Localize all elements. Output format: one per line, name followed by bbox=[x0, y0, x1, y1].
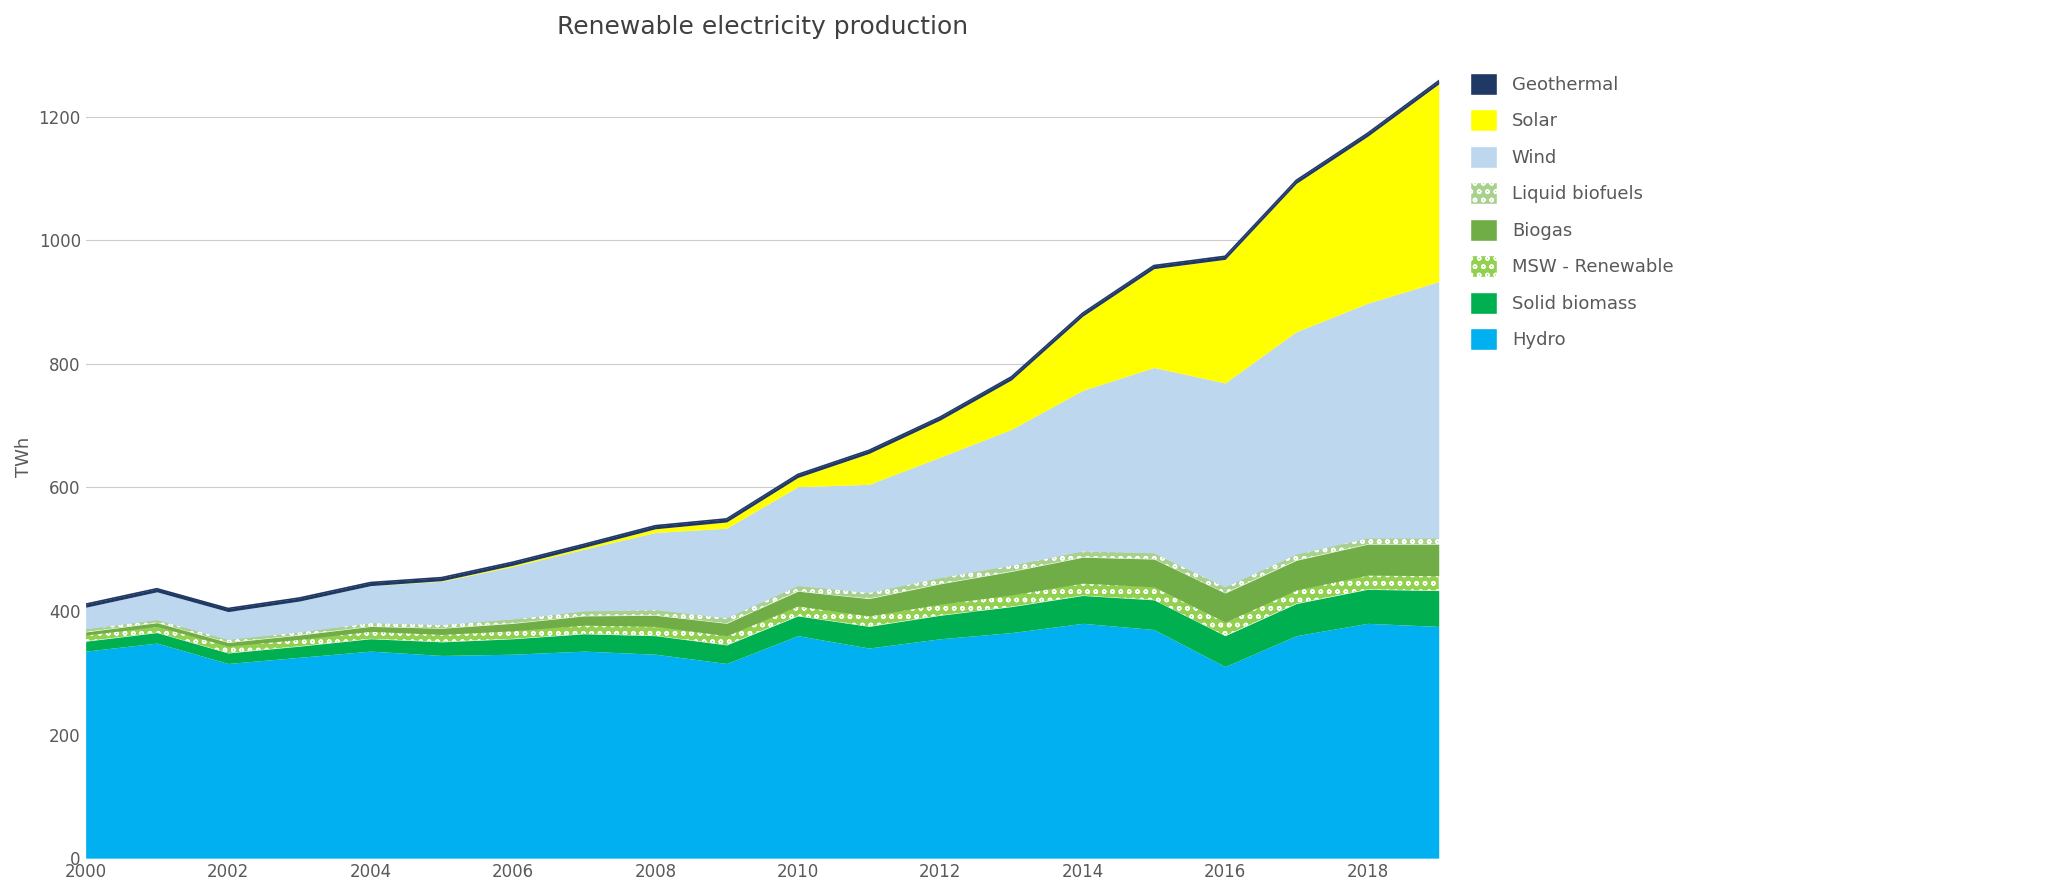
Title: Renewable electricity production: Renewable electricity production bbox=[557, 15, 969, 39]
Legend: Geothermal, Solar, Wind, Liquid biofuels, Biogas, MSW - Renewable, Solid biomass: Geothermal, Solar, Wind, Liquid biofuels… bbox=[1462, 64, 1683, 359]
Y-axis label: TWh: TWh bbox=[14, 436, 33, 477]
